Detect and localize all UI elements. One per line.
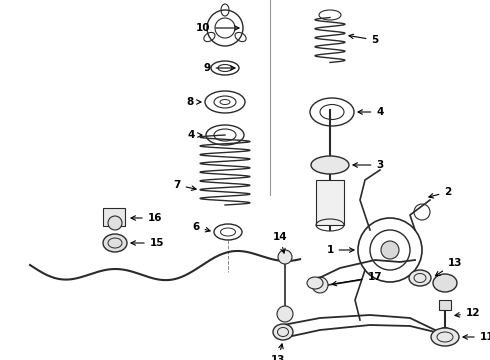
Text: 15: 15 xyxy=(131,238,164,248)
Ellipse shape xyxy=(440,328,450,334)
Ellipse shape xyxy=(103,234,127,252)
Bar xyxy=(316,180,344,225)
Text: 7: 7 xyxy=(173,180,196,190)
Circle shape xyxy=(278,250,292,264)
Ellipse shape xyxy=(311,156,349,174)
Text: 6: 6 xyxy=(193,222,210,232)
Text: 4: 4 xyxy=(187,130,202,140)
Text: 17: 17 xyxy=(332,272,382,286)
Ellipse shape xyxy=(307,277,323,289)
Circle shape xyxy=(277,306,293,322)
Text: 14: 14 xyxy=(273,232,287,253)
Circle shape xyxy=(312,277,328,293)
Bar xyxy=(103,208,125,226)
Text: 12: 12 xyxy=(455,308,480,318)
Text: 10: 10 xyxy=(196,23,239,33)
Ellipse shape xyxy=(431,328,459,346)
Ellipse shape xyxy=(433,274,457,292)
Circle shape xyxy=(381,241,399,259)
Text: 5: 5 xyxy=(349,34,379,45)
Bar xyxy=(439,300,451,310)
Text: 16: 16 xyxy=(131,213,162,223)
Ellipse shape xyxy=(273,324,293,340)
Circle shape xyxy=(108,216,122,230)
Text: 3: 3 xyxy=(353,160,384,170)
Text: 13: 13 xyxy=(271,344,285,360)
Text: 1: 1 xyxy=(326,245,354,255)
Text: 9: 9 xyxy=(203,63,235,73)
Text: 2: 2 xyxy=(429,187,452,198)
Ellipse shape xyxy=(409,270,431,286)
Text: 8: 8 xyxy=(186,97,201,107)
Text: 13: 13 xyxy=(436,258,462,276)
Text: 4: 4 xyxy=(358,107,384,117)
Text: 11: 11 xyxy=(463,332,490,342)
